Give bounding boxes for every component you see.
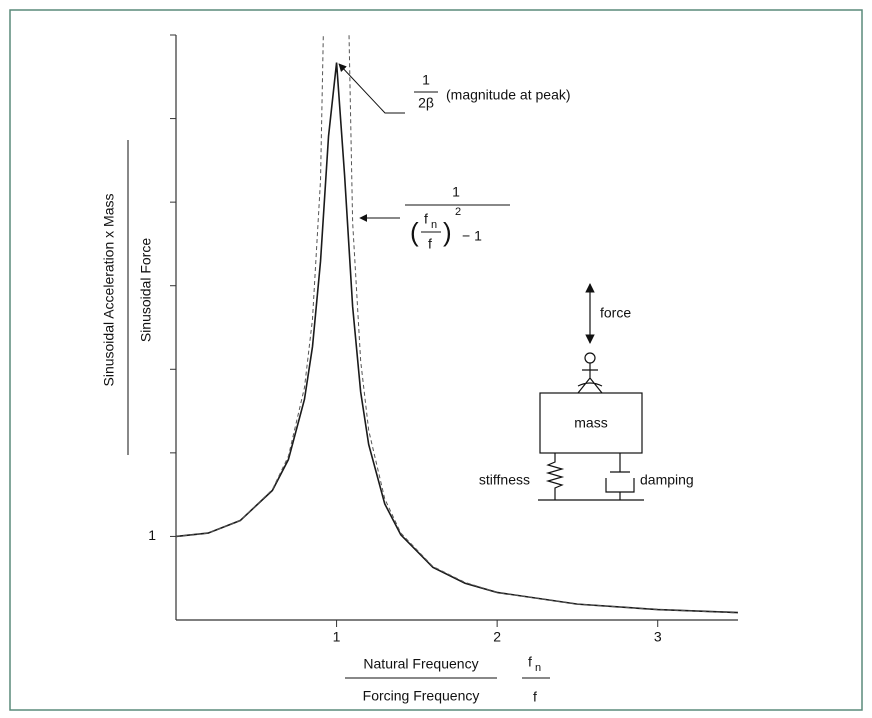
y-label-top: Sinusoidal Acceleration x Mass — [101, 194, 117, 387]
f-bottom: f — [428, 236, 432, 252]
frame — [10, 10, 862, 710]
f-top: f — [424, 211, 428, 227]
paren-open: ( — [410, 217, 419, 247]
figure-head — [585, 353, 595, 363]
x-label-top: Natural Frequency — [363, 656, 478, 672]
peak-arrow — [339, 64, 405, 113]
peak-denominator: 2β — [418, 95, 434, 111]
figure-body — [578, 363, 602, 393]
asymptote-numerator: 1 — [452, 184, 460, 200]
x-axis-label: Natural Frequency Forcing Frequency f n … — [345, 654, 550, 705]
y-label-bottom: Sinusoidal Force — [138, 238, 154, 342]
mass-label: mass — [574, 415, 607, 431]
damper — [606, 453, 634, 500]
peak-numerator: 1 — [422, 72, 430, 88]
force-label: force — [600, 305, 631, 321]
peak-annotation: 1 2β (magnitude at peak) — [339, 64, 571, 113]
figure: 1 2 3 1 Sinusoidal Acceleration x Mass Sinu… — [0, 0, 872, 718]
peak-text: (magnitude at peak) — [446, 87, 571, 103]
x-tick-label: 2 — [493, 629, 501, 645]
x-symbol-top: f — [528, 654, 532, 670]
tail: − 1 — [462, 228, 482, 244]
x-tick-label: 3 — [654, 629, 662, 645]
exponent: 2 — [455, 206, 461, 218]
x-symbol-bottom: f — [533, 689, 537, 705]
plot: 1 2 3 1 — [148, 0, 738, 645]
series-line — [176, 63, 738, 613]
x-symbol-sub: n — [535, 662, 541, 674]
x-label-bottom: Forcing Frequency — [363, 688, 480, 704]
damping-label: damping — [640, 472, 694, 488]
stiffness-label: stiffness — [479, 472, 530, 488]
spring — [548, 453, 562, 500]
f-top-sub: n — [431, 219, 437, 231]
asymptote-annotation: 1 ( f n f ) 2 − 1 — [360, 184, 510, 252]
paren-close: ) — [443, 217, 452, 247]
x-tick-label: 1 — [333, 629, 341, 645]
y-tick-label: 1 — [148, 527, 156, 543]
y-axis-label: Sinusoidal Acceleration x Mass Sinusoida… — [101, 140, 154, 455]
